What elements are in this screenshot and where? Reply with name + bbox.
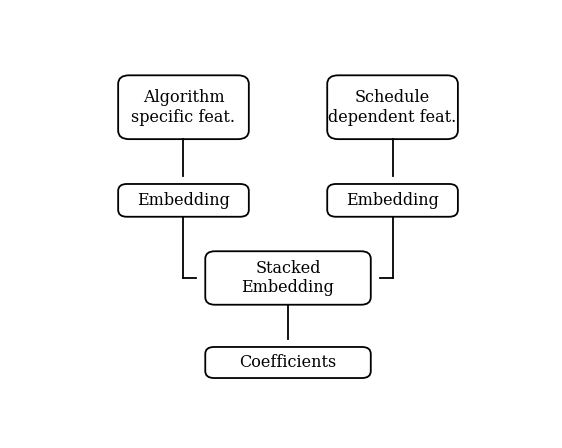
Text: Embedding: Embedding [137, 192, 230, 209]
FancyBboxPatch shape [205, 347, 371, 378]
Text: Algorithm
specific feat.: Algorithm specific feat. [132, 89, 235, 125]
Text: Schedule
dependent feat.: Schedule dependent feat. [328, 89, 457, 125]
Text: Coefficients: Coefficients [239, 354, 337, 371]
Text: Embedding: Embedding [346, 192, 439, 209]
FancyBboxPatch shape [118, 184, 249, 217]
FancyBboxPatch shape [327, 75, 458, 139]
FancyBboxPatch shape [118, 75, 249, 139]
FancyBboxPatch shape [205, 251, 371, 305]
Text: Stacked
Embedding: Stacked Embedding [242, 260, 334, 296]
FancyBboxPatch shape [327, 184, 458, 217]
